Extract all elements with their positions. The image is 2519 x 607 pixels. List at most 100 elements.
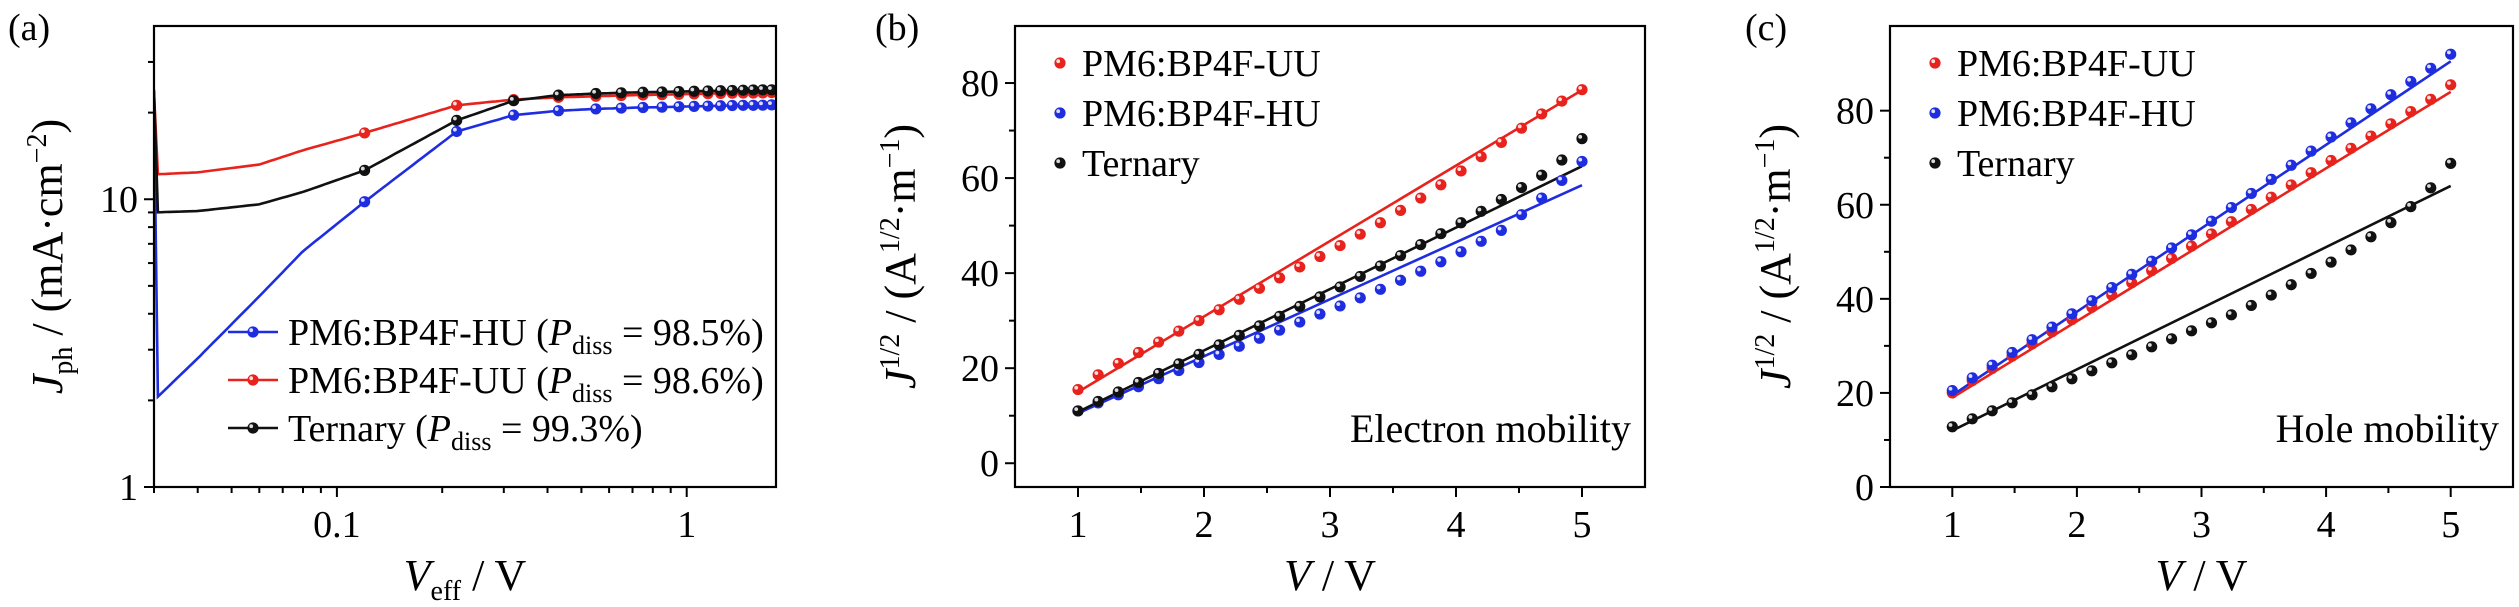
data-point-highlight bbox=[1094, 371, 1099, 375]
data-point bbox=[1556, 174, 1568, 187]
data-point bbox=[2225, 216, 2238, 228]
y-axis-label-end: ) bbox=[1751, 124, 1800, 139]
data-point-highlight bbox=[2167, 244, 2172, 249]
data-point bbox=[1435, 179, 1447, 191]
data-point bbox=[688, 85, 700, 97]
legend: PM6:BP4F-HU (Pdiss = 98.5%)PM6:BP4F-UU (… bbox=[228, 312, 764, 456]
data-point bbox=[1576, 155, 1588, 168]
data-point bbox=[1334, 300, 1346, 312]
x-tick-label: 5 bbox=[2441, 504, 2460, 546]
y-axis-label-end: ) bbox=[876, 124, 925, 139]
legend-entry-name: PM6:BP4F-UU ( bbox=[288, 360, 549, 402]
legend-entry: Ternary bbox=[1082, 143, 1200, 185]
data-point-highlight bbox=[1195, 350, 1200, 355]
legend-entry-p: P bbox=[548, 360, 572, 402]
data-point-highlight bbox=[1094, 397, 1099, 402]
data-point-highlight bbox=[1558, 176, 1562, 181]
data-point bbox=[1515, 209, 1528, 221]
data-point-highlight bbox=[1437, 181, 1441, 185]
data-point bbox=[1294, 261, 1306, 273]
data-point-highlight bbox=[2347, 144, 2352, 149]
data-point bbox=[2046, 321, 2058, 333]
data-point bbox=[1253, 332, 1266, 344]
data-point-highlight bbox=[2048, 323, 2053, 328]
x-axis-label-tail: / V bbox=[2182, 551, 2247, 600]
data-point-highlight bbox=[1988, 407, 1993, 411]
data-point bbox=[1394, 249, 1407, 262]
legend-entry-value: = 98.5%) bbox=[612, 312, 763, 354]
legend-marker-highlight bbox=[1931, 159, 1936, 164]
x-tick-label: 4 bbox=[1447, 504, 1466, 546]
data-point bbox=[1536, 192, 1548, 204]
data-point-highlight bbox=[1154, 338, 1159, 343]
data-point-highlight bbox=[1316, 293, 1321, 297]
data-point bbox=[2425, 62, 2437, 74]
data-point bbox=[1274, 310, 1286, 322]
data-point bbox=[2026, 334, 2038, 346]
data-point bbox=[2185, 240, 2198, 252]
data-point-highlight bbox=[658, 103, 663, 108]
data-point-highlight bbox=[1275, 326, 1280, 331]
data-point-highlight bbox=[1437, 258, 1441, 262]
data-point-highlight bbox=[1517, 210, 1522, 215]
data-point bbox=[1112, 357, 1124, 370]
data-point bbox=[1556, 95, 1568, 107]
data-point bbox=[451, 114, 463, 126]
data-point-highlight bbox=[2287, 161, 2292, 166]
data-point-highlight bbox=[2068, 375, 2073, 379]
data-point-highlight bbox=[759, 86, 763, 90]
data-point-highlight bbox=[1537, 194, 1542, 199]
x-axis-label-tail: / V bbox=[1311, 551, 1376, 600]
data-point-highlight bbox=[2128, 279, 2132, 283]
data-point-highlight bbox=[2068, 310, 2073, 314]
y-axis-label: J1/2 / (A1/2·m−1) bbox=[1750, 124, 1800, 389]
y-axis-label-sup: 1/2 bbox=[875, 334, 906, 370]
data-point-highlight bbox=[1497, 138, 1502, 143]
legend-marker bbox=[1054, 157, 1066, 169]
data-point-highlight bbox=[768, 86, 772, 90]
data-point bbox=[2205, 317, 2218, 329]
data-point bbox=[1233, 340, 1245, 352]
data-point-highlight bbox=[2187, 242, 2192, 247]
data-point-highlight bbox=[1497, 226, 1502, 231]
data-point bbox=[2325, 154, 2337, 167]
y-tick-label: 1 bbox=[119, 467, 138, 509]
legend-entry: Ternary (Pdiss = 99.3%) bbox=[288, 408, 643, 456]
legend-entry-name: Ternary ( bbox=[288, 408, 428, 450]
x-tick-label: 1 bbox=[1069, 504, 1088, 546]
data-point bbox=[1374, 217, 1386, 229]
legend-entry: PM6:BP4F-HU (Pdiss = 98.5%) bbox=[288, 312, 764, 360]
data-point bbox=[1233, 293, 1245, 305]
data-point bbox=[1253, 282, 1266, 294]
data-point-highlight bbox=[658, 88, 663, 93]
data-point-highlight bbox=[1537, 171, 1542, 176]
data-point bbox=[1334, 281, 1346, 293]
y-tick-label: 40 bbox=[961, 253, 999, 295]
data-point-highlight bbox=[675, 87, 680, 92]
data-point-highlight bbox=[1074, 407, 1079, 412]
data-point-highlight bbox=[2307, 269, 2312, 274]
data-point bbox=[1132, 376, 1145, 389]
data-point-highlight bbox=[690, 102, 695, 107]
data-point bbox=[1415, 265, 1427, 277]
data-point bbox=[2285, 159, 2297, 171]
data-point bbox=[702, 100, 714, 112]
data-point-highlight bbox=[554, 107, 559, 111]
data-point bbox=[2265, 173, 2277, 185]
data-point bbox=[615, 102, 627, 114]
data-point-highlight bbox=[1578, 157, 1583, 162]
plot-area bbox=[154, 84, 776, 400]
data-point-highlight bbox=[2267, 175, 2272, 180]
data-point-highlight bbox=[1175, 327, 1179, 332]
data-point bbox=[2126, 349, 2138, 361]
y-axis-label-mid: ·m bbox=[876, 168, 925, 217]
data-point bbox=[1374, 260, 1386, 272]
data-point bbox=[2106, 357, 2118, 369]
data-point bbox=[1294, 316, 1306, 328]
data-point-highlight bbox=[2167, 335, 2172, 339]
legend-entry: PM6:BP4F-HU bbox=[1082, 93, 1321, 135]
data-point-highlight bbox=[1175, 360, 1179, 365]
data-point-highlight bbox=[2267, 291, 2272, 296]
data-point-highlight bbox=[2128, 351, 2132, 355]
data-point bbox=[1986, 359, 1998, 371]
